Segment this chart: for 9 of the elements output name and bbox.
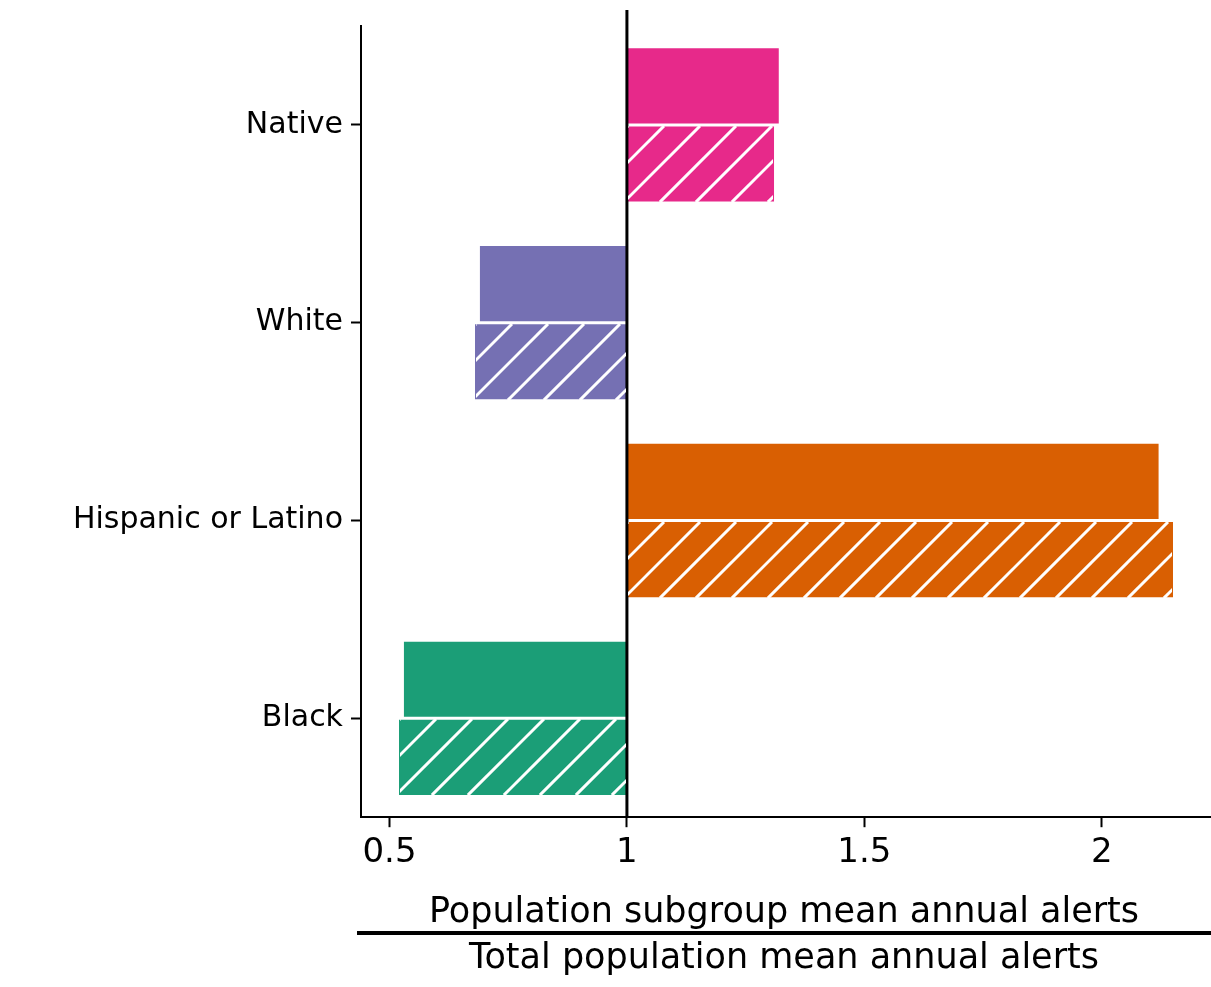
x-tick-label: 1.5 xyxy=(837,830,892,871)
y-tick-label: Native xyxy=(245,104,343,140)
x-tick-label: 2 xyxy=(1090,830,1113,871)
x-tick-label: 1 xyxy=(616,830,638,871)
x-axis-title: Population subgroup mean annual alerts Total population mean annual alerts xyxy=(427,890,1141,976)
y-tick-label: White xyxy=(255,302,343,338)
x-tick-label: 0.5 xyxy=(362,830,417,871)
y-tick-label: Black xyxy=(261,698,344,734)
y-tick-label: Hispanic or Latino xyxy=(72,500,343,536)
